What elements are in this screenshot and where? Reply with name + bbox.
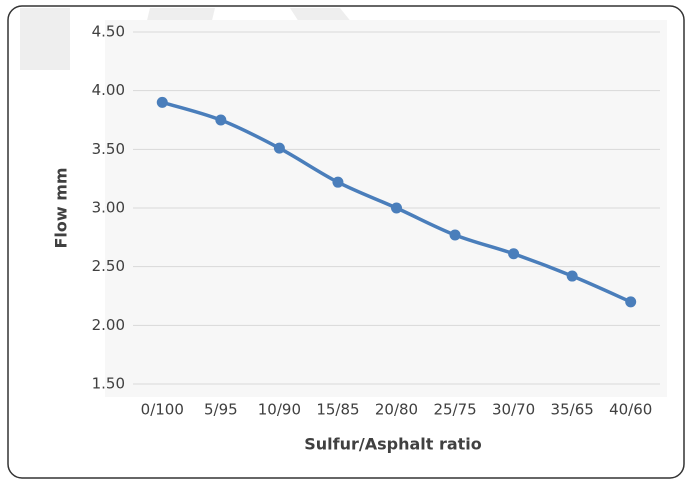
x-tick-label: 20/80 xyxy=(375,401,418,419)
x-tick-label: 25/75 xyxy=(433,401,476,419)
y-tick-label: 2.00 xyxy=(92,316,125,334)
marker xyxy=(332,176,344,188)
x-tick-label: 40/60 xyxy=(609,401,652,419)
marker xyxy=(508,248,520,260)
x-tick-label: 5/95 xyxy=(204,401,238,419)
marker xyxy=(449,229,461,241)
marker xyxy=(566,270,578,282)
x-tick-label: 15/85 xyxy=(316,401,359,419)
y-tick-label: 4.50 xyxy=(92,23,125,41)
x-axis-title: Sulfur/Asphalt ratio xyxy=(304,435,482,454)
marker xyxy=(215,114,227,126)
marker xyxy=(273,142,285,154)
y-tick-label: 4.00 xyxy=(92,81,125,99)
x-tick-label: 30/70 xyxy=(492,401,535,419)
y-tick-label: 3.50 xyxy=(92,140,125,158)
x-tick-label: 10/90 xyxy=(258,401,301,419)
marker xyxy=(391,202,402,214)
y-tick-label: 3.00 xyxy=(92,199,125,217)
watermark xyxy=(20,8,70,70)
x-tick-label: 35/65 xyxy=(551,401,594,419)
marker xyxy=(625,296,637,308)
x-tick-label: 0/100 xyxy=(141,401,184,419)
y-tick-label: 2.50 xyxy=(92,257,125,275)
marker xyxy=(156,96,168,108)
y-tick-label: 1.50 xyxy=(92,375,125,393)
y-axis-title: Flow mm xyxy=(52,167,71,248)
